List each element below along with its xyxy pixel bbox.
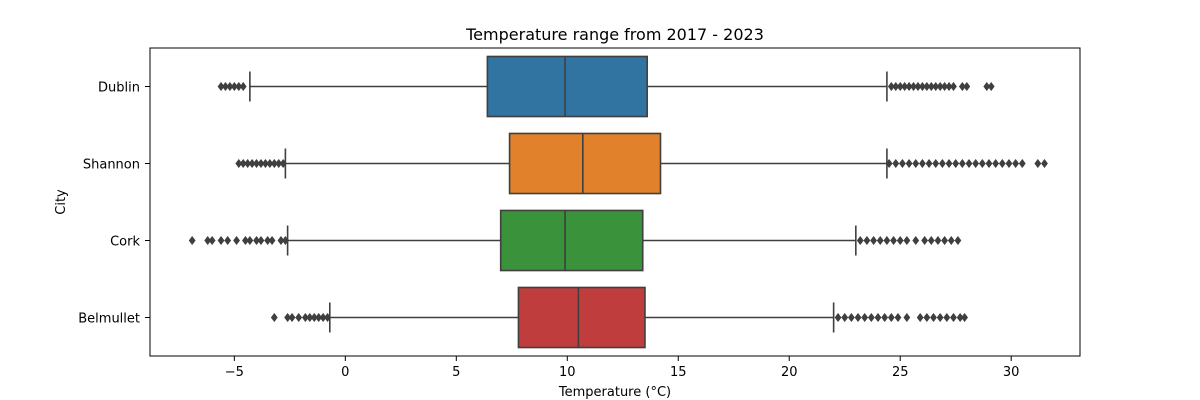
- outlier-point: [854, 312, 862, 323]
- outlier-point: [217, 235, 225, 246]
- outlier-point: [239, 81, 247, 92]
- outlier-point: [903, 312, 911, 323]
- outlier-point: [841, 312, 849, 323]
- outlier-point: [246, 235, 254, 246]
- outlier-point: [998, 158, 1006, 169]
- outlier-point: [208, 235, 216, 246]
- outlier-point: [861, 312, 869, 323]
- outlier-point: [905, 158, 913, 169]
- outlier-point: [224, 235, 232, 246]
- outlier-point: [954, 235, 962, 246]
- outlier-point: [881, 312, 889, 323]
- y-tick-label: Shannon: [83, 158, 140, 173]
- outlier-point: [932, 158, 940, 169]
- outlier-point: [916, 312, 924, 323]
- outlier-point: [847, 312, 855, 323]
- outlier-point: [233, 235, 241, 246]
- outlier-point: [1018, 158, 1026, 169]
- x-tick-label: 25: [892, 365, 909, 380]
- outlier-point: [912, 158, 920, 169]
- outlier-point: [295, 312, 303, 323]
- outlier-point: [1005, 158, 1013, 169]
- x-tick-label: −5: [225, 365, 244, 380]
- outlier-point: [863, 235, 871, 246]
- outlier-point: [257, 235, 265, 246]
- box-belmullet: [517, 286, 646, 349]
- outlier-point: [965, 158, 973, 169]
- outlier-point: [936, 312, 944, 323]
- plot-frame: [149, 47, 1081, 357]
- outlier-point: [927, 235, 935, 246]
- x-tick-label: 0: [341, 365, 349, 380]
- outlier-point: [943, 312, 951, 323]
- x-axis-label: Temperature (°C): [558, 385, 671, 400]
- outlier-point: [894, 312, 902, 323]
- outlier-point: [930, 312, 937, 323]
- x-tick-label: 20: [781, 365, 798, 380]
- outlier-point: [950, 81, 957, 92]
- y-tick-label: Dublin: [98, 81, 140, 96]
- x-tick-label: 5: [452, 365, 460, 380]
- chart-title: Temperature range from 2017 - 2023: [465, 25, 764, 44]
- outlier-point: [281, 235, 289, 246]
- outlier-point: [883, 235, 891, 246]
- box-dublin: [486, 55, 648, 118]
- outlier-point: [1041, 158, 1048, 169]
- x-tick-label: 10: [559, 365, 576, 380]
- x-tick-label: 15: [670, 365, 687, 380]
- outlier-point: [867, 312, 875, 323]
- outlier-point: [961, 312, 969, 323]
- box-cork: [499, 209, 644, 272]
- box-shannon: [508, 132, 662, 195]
- outlier-point: [834, 312, 842, 323]
- outlier-point: [978, 158, 986, 169]
- outlier-point: [947, 235, 955, 246]
- outlier-point: [885, 158, 893, 169]
- plot-area: −5 0 5 10 15 20 25 30 Dublin Shannon Cork Belmullet: [78, 55, 1048, 380]
- outlier-point: [945, 158, 953, 169]
- outlier-point: [874, 312, 882, 323]
- outlier-point: [324, 312, 332, 323]
- outlier-point: [938, 158, 946, 169]
- outlier-point: [972, 158, 980, 169]
- outlier-point: [952, 158, 960, 169]
- outlier-point: [1012, 158, 1020, 169]
- outlier-point: [950, 312, 957, 323]
- outlier-point: [934, 235, 942, 246]
- outlier-point: [890, 235, 898, 246]
- outlier-point: [903, 235, 911, 246]
- outlier-point: [268, 235, 276, 246]
- outlier-point: [1034, 158, 1042, 169]
- outlier-point: [876, 235, 884, 246]
- outlier-point: [963, 81, 971, 92]
- outlier-point: [870, 235, 878, 246]
- outlier-point: [912, 235, 920, 246]
- outlier-point: [987, 81, 995, 92]
- outlier-point: [941, 235, 949, 246]
- outlier-point: [958, 158, 966, 169]
- outlier-point: [188, 235, 196, 246]
- y-tick-label: Belmullet: [78, 312, 140, 327]
- y-axis-label: City: [54, 189, 69, 215]
- outlier-point: [892, 158, 900, 169]
- y-tick-label: Cork: [110, 235, 140, 250]
- outlier-point: [279, 158, 287, 169]
- outlier-point: [270, 312, 278, 323]
- outlier-point: [923, 312, 931, 323]
- outlier-point: [992, 158, 1000, 169]
- outlier-point: [925, 158, 933, 169]
- outlier-point: [985, 158, 993, 169]
- outlier-point: [918, 158, 926, 169]
- x-tick-label: 30: [1003, 365, 1020, 380]
- outlier-point: [896, 235, 904, 246]
- outlier-point: [887, 312, 895, 323]
- outlier-point: [856, 235, 864, 246]
- outlier-point: [898, 158, 906, 169]
- outlier-point: [921, 235, 929, 246]
- outlier-point: [288, 312, 296, 323]
